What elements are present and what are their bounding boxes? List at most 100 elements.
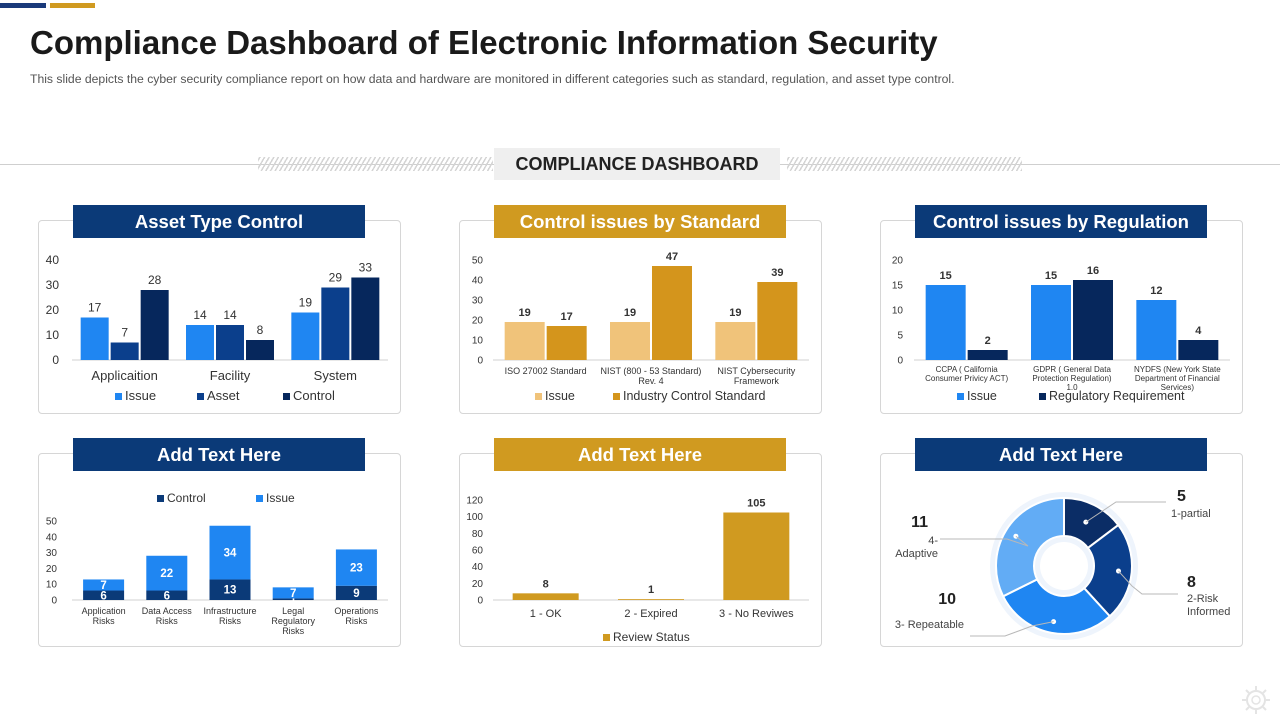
donut-value-1-partial: 5 <box>1177 488 1186 505</box>
y-tick-0: 0 <box>477 356 483 367</box>
bar-asset-facility <box>216 325 244 360</box>
y-tick-40: 40 <box>472 276 484 287</box>
y-tick-15: 15 <box>892 281 904 292</box>
y-tick-10: 10 <box>46 580 58 591</box>
bar-industry-control-standard-iso-27002-standard <box>546 326 587 360</box>
legend-label-regulatory-requirement: Regulatory Requirement <box>1049 389 1185 403</box>
bar-issue-operations-risks <box>335 549 377 586</box>
data-label-industry-control-standard-nist-800-53-standard-rev-4: 47 <box>666 251 678 263</box>
y-tick-5: 5 <box>897 331 903 342</box>
y-tick-0: 0 <box>897 356 903 367</box>
data-label-control-application-risks: 6 <box>100 590 106 602</box>
y-tick-10: 10 <box>46 328 60 342</box>
category-label-2-expired: 2 - Expired <box>624 608 677 620</box>
y-tick-30: 30 <box>472 296 484 307</box>
accent-bar-navy <box>0 3 46 8</box>
data-label-issue-iso-27002-standard: 19 <box>519 307 531 319</box>
section-banner: COMPLIANCE DASHBOARD <box>494 148 780 180</box>
bar-industry-control-standard-nist-cybersecurity-framework <box>757 282 798 360</box>
category-label-1-ok: 1 - OK <box>530 608 562 620</box>
bar-review-status-1-ok <box>512 593 579 600</box>
legend-label-issue: Issue <box>125 388 156 403</box>
data-label-industry-control-standard-nist-cybersecurity-framework: 39 <box>771 267 783 279</box>
data-label-issue-system: 19 <box>299 296 313 310</box>
bar-control-legal-regulatory-risks <box>272 598 314 600</box>
category-label-system: System <box>314 368 357 383</box>
bar-issue-facility <box>186 325 214 360</box>
category-label-gdpr-general-data-protection-regulation-1-0: GDPR ( General Data Protection Regulation… <box>1032 365 1111 392</box>
data-label-control-data-access-risks: 6 <box>164 590 170 602</box>
bar-issue-application-risks <box>83 579 125 591</box>
legend-swatch-asset <box>197 393 204 400</box>
legend-swatch-issue <box>535 393 542 400</box>
page-subtitle: This slide depicts the cyber security co… <box>30 72 955 86</box>
y-tick-0: 0 <box>51 596 57 607</box>
category-label-nist-800-53-standard-rev-4: NIST (800 - 53 Standard) Rev. 4 <box>601 366 702 386</box>
data-label-control-operations-risks: 9 <box>353 588 359 600</box>
donut-label-4-adaptive: 4-Adaptive <box>895 535 938 560</box>
category-label-facility: Facility <box>210 368 251 383</box>
y-tick-100: 100 <box>466 512 483 523</box>
data-label-control-legal-regulatory-risks: 1 <box>290 594 297 606</box>
bar-control-facility <box>246 340 274 360</box>
bar-issue-ccpa-california-consumer-privicy-act <box>925 285 966 360</box>
data-label-issue-infrastructure-risks: 34 <box>224 548 237 560</box>
bar-control-operations-risks <box>335 585 377 600</box>
legend-label-control: Control <box>167 491 206 505</box>
data-label-control-facility: 8 <box>257 323 264 337</box>
bar-regulatory-requirement-ccpa-california-consumer-privicy-act <box>967 350 1008 360</box>
data-label-asset-applicaition: 7 <box>121 326 128 340</box>
control-issues-standard-chart: 0 10 20 30 40 50 19 17 ISO 27002 Standard 19 47 NIS… <box>472 251 809 403</box>
legend-swatch-control <box>283 393 290 400</box>
bar-issue-infrastructure-risks <box>209 525 251 580</box>
donut-value-3-repeatable: 10 <box>938 591 956 608</box>
category-label-nist-cybersecurity-framework: NIST Cybersecurity Framework <box>717 366 795 386</box>
data-label-review-status-1-ok: 8 <box>543 578 549 590</box>
data-label-issue-nist-cybersecurity-framework: 19 <box>729 307 741 319</box>
category-label-infrastructure-risks: Infrastructure Risks <box>203 606 256 626</box>
data-label-issue-legal-regulatory-risks: 7 <box>290 588 296 600</box>
bar-asset-system <box>321 287 350 360</box>
panel-title-standard: Control issues by Standard <box>494 205 786 238</box>
donut-value-4-adaptive: 11 <box>911 514 928 531</box>
watermark-logo <box>1242 686 1270 714</box>
bar-control-applicaition <box>140 290 169 360</box>
legend-swatch-review-status <box>603 634 610 641</box>
bar-control-data-access-risks <box>146 590 188 600</box>
y-tick-10: 10 <box>892 306 904 317</box>
category-label-applicaition: Applicaition <box>91 368 158 383</box>
legend-label-review-status: Review Status <box>613 630 690 644</box>
legend-swatch-issue <box>957 393 964 400</box>
data-label-issue-operations-risks: 23 <box>350 563 363 575</box>
donut-slice-2-risk-informed <box>1082 523 1133 618</box>
legend-label-issue: Issue <box>545 389 575 403</box>
bar-regulatory-requirement-nydfs-new-york-state-department-of-financial-services <box>1178 340 1219 360</box>
donut-center <box>1040 542 1088 590</box>
category-label-ccpa-california-consumer-privicy-act: CCPA ( California Consumer Privicy ACT) <box>925 365 1008 383</box>
bar-issue-nist-800-53-standard-rev-4 <box>610 322 650 360</box>
donut-label-1-partial: 1-partial <box>1171 508 1211 520</box>
category-label-3-no-reviwes: 3 - No Reviwes <box>719 608 794 620</box>
data-label-issue-applicaition: 17 <box>88 301 102 315</box>
bar-control-system <box>351 277 380 360</box>
panel-title-risks: Add Text Here <box>73 438 365 471</box>
bar-issue-iso-27002-standard <box>504 322 545 360</box>
y-tick-10: 10 <box>472 336 484 347</box>
donut-leader-4-adaptive <box>940 535 1029 547</box>
y-tick-120: 120 <box>466 496 483 507</box>
bar-regulatory-requirement-gdpr-general-data-protection-regulation-1-0 <box>1073 280 1113 360</box>
data-label-regulatory-requirement-gdpr-general-data-protection-regulation-1-0: 16 <box>1087 265 1099 277</box>
accent-bar-gold <box>50 3 95 8</box>
data-label-industry-control-standard-iso-27002-standard: 17 <box>561 311 573 323</box>
legend-swatch-industry-control-standard <box>613 393 620 400</box>
panel-title-donut: Add Text Here <box>915 438 1207 471</box>
page-title: Compliance Dashboard of Electronic Infor… <box>30 24 938 61</box>
data-label-review-status-3-no-reviwes: 105 <box>747 498 765 510</box>
y-tick-0: 0 <box>52 353 59 367</box>
y-tick-20: 20 <box>472 579 484 590</box>
data-label-regulatory-requirement-nydfs-new-york-state-department-of-financial-services: 4 <box>1195 325 1202 337</box>
y-tick-40: 40 <box>472 562 484 573</box>
y-tick-80: 80 <box>472 529 484 540</box>
bar-industry-control-standard-nist-800-53-standard-rev-4 <box>652 266 692 360</box>
bar-asset-applicaition <box>110 342 139 360</box>
